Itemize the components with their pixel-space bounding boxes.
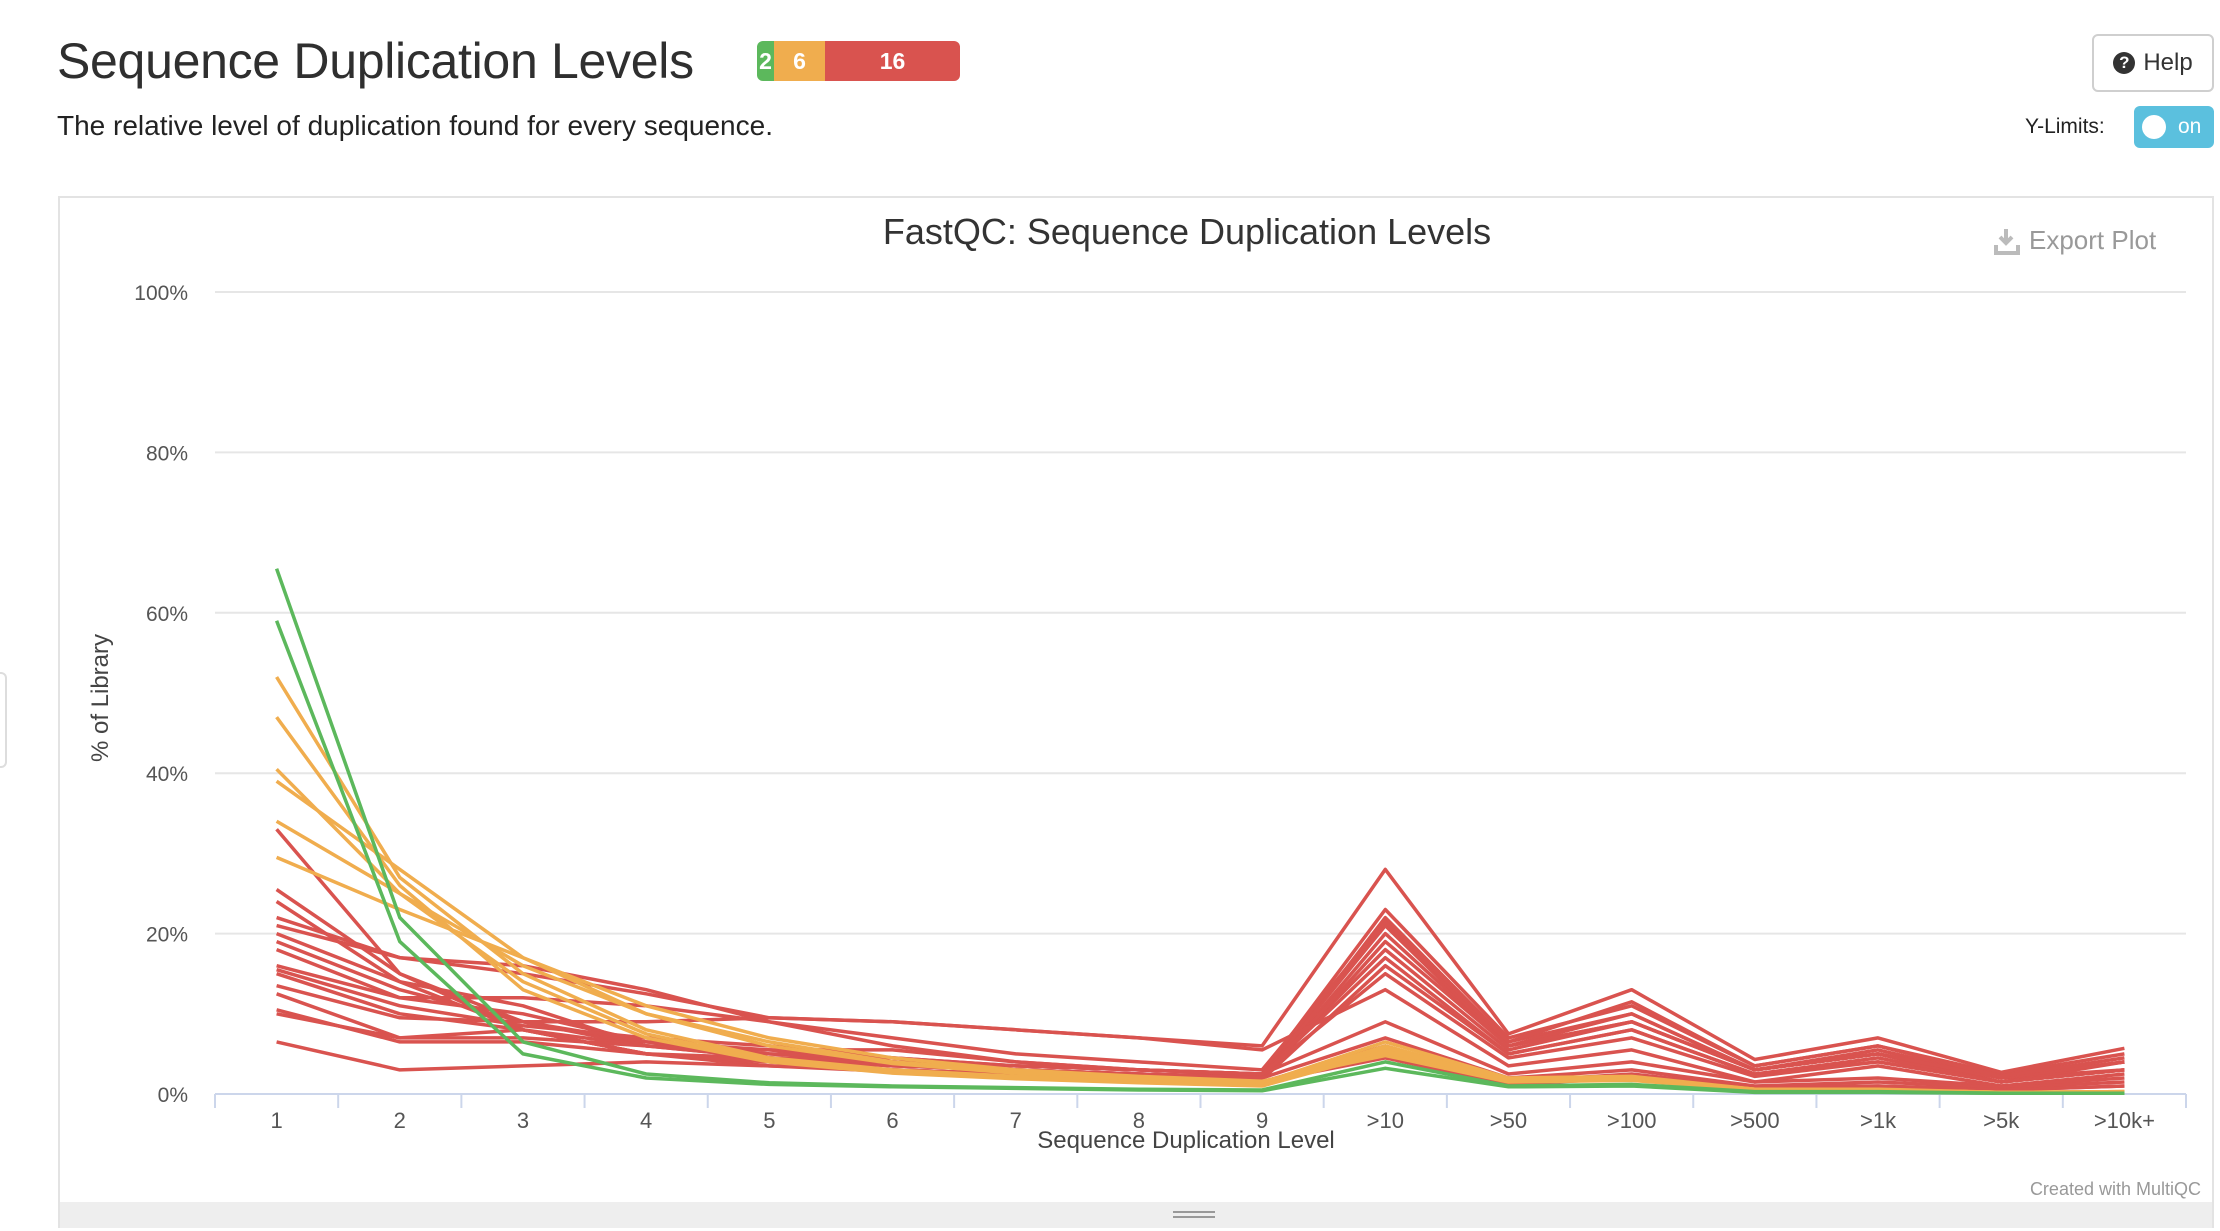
series-line-fail-17[interactable]	[276, 984, 2125, 1088]
x-tick-label: >100	[1607, 1108, 1657, 1133]
x-tick-label: >5k	[1983, 1108, 2020, 1133]
status-bar[interactable]: 2 6 16	[757, 41, 960, 81]
duplication-line-chart: 0% 20% 40% 60% 80% 100% 1 2 3 4 5 6 7 8 9 >10 >50 >100 >5…	[87, 211, 2201, 1199]
x-tick-label: >1k	[1860, 1108, 1897, 1133]
x-tick-label: 2	[394, 1108, 406, 1133]
y-tick-label: 60%	[146, 603, 188, 626]
page-title: Sequence Duplication Levels	[57, 33, 694, 89]
x-tick-label: 6	[886, 1108, 898, 1133]
export-plot-button[interactable]: Export Plot	[1994, 225, 2157, 255]
y-tick-label: 40%	[146, 763, 188, 786]
chart-title: FastQC: Sequence Duplication Levels	[883, 211, 1491, 252]
series-line-pass-1[interactable]	[274, 620, 2125, 1095]
x-tick-label: 7	[1010, 1108, 1022, 1133]
series-line-fail-12[interactable]	[276, 867, 2125, 1075]
section-description: The relative level of duplication found …	[57, 110, 773, 141]
x-axis-label: Sequence Duplication Level	[1037, 1127, 1335, 1154]
series-line-fail-19[interactable]	[276, 1008, 2125, 1090]
y-tick-label: 20%	[146, 924, 188, 947]
plot-container: 0% 20% 40% 60% 80% 100% 1 2 3 4 5 6 7 8 9 >10 >50 >100 >5…	[58, 196, 2214, 1228]
x-tick-label: >50	[1490, 1108, 1527, 1133]
ylimits-toggle[interactable]: on	[2134, 106, 2214, 148]
x-tick-label: 9	[1256, 1108, 1268, 1133]
side-panel-handle[interactable]	[0, 672, 7, 768]
series-line-fail-23[interactable]	[276, 968, 2125, 1084]
y-tick-label: 100%	[134, 282, 188, 305]
toggle-state-label: on	[2178, 115, 2202, 138]
x-tick-label: >10	[1367, 1108, 1404, 1133]
created-with-credit[interactable]: Created with MultiQC	[2030, 1179, 2201, 1199]
x-tick-label: >500	[1730, 1108, 1780, 1133]
grip-line	[1173, 1216, 1215, 1218]
grip-line	[1173, 1211, 1215, 1213]
toggle-knob	[2142, 115, 2166, 139]
status-segment[interactable]: 2	[757, 41, 774, 81]
export-plot-label: Export Plot	[2029, 225, 2157, 255]
x-tick-label: 4	[640, 1108, 652, 1133]
series-line-fail-15[interactable]	[276, 939, 2125, 1080]
help-button[interactable]: ? Help	[2092, 34, 2214, 92]
help-label: Help	[2143, 49, 2193, 76]
y-tick-label: 80%	[146, 442, 188, 465]
download-icon	[1994, 229, 2020, 255]
question-circle-icon: ?	[2113, 52, 2136, 74]
plot-resize-handle[interactable]	[60, 1202, 2212, 1228]
x-tick-label: 8	[1133, 1108, 1145, 1133]
x-tick-label: 3	[517, 1108, 529, 1133]
status-segment[interactable]: 16	[825, 41, 960, 81]
status-segment[interactable]: 6	[774, 41, 825, 81]
x-tick-label: >10k+	[2094, 1108, 2155, 1133]
x-tick-label: 5	[763, 1108, 775, 1133]
ylimits-label: Y-Limits:	[2025, 115, 2105, 138]
y-axis-label: % of Library	[87, 634, 114, 762]
x-tick-label: 1	[270, 1108, 282, 1133]
y-tick-label: 0%	[158, 1084, 188, 1107]
